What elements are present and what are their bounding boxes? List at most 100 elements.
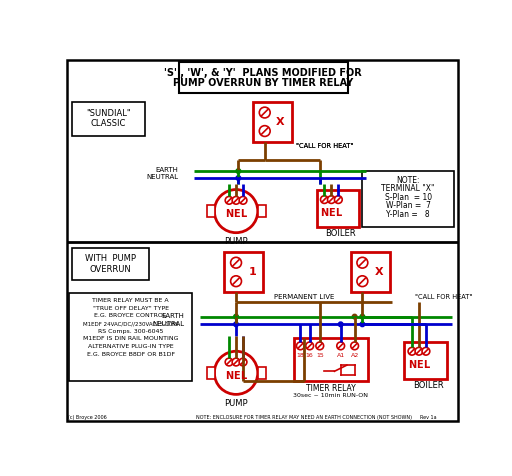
Circle shape [233,314,239,319]
Text: X: X [276,117,285,127]
Bar [294,338,368,380]
Circle shape [236,176,241,180]
Circle shape [233,322,239,327]
Bar [179,62,348,92]
Text: NEUTRAL: NEUTRAL [146,174,179,180]
Bar [351,252,390,292]
Text: PERMANENT LIVE: PERMANENT LIVE [274,294,334,299]
Circle shape [351,342,358,350]
Text: "CALL FOR HEAT": "CALL FOR HEAT" [415,294,473,299]
Text: EARTH: EARTH [161,313,184,319]
Text: BOILER: BOILER [413,381,443,390]
Text: N: N [408,360,416,370]
Text: NOTE: ENCLOSURE FOR TIMER RELAY MAY NEED AN EARTH CONNECTION (NOT SHOWN): NOTE: ENCLOSURE FOR TIMER RELAY MAY NEED… [196,415,412,420]
Circle shape [215,189,258,233]
Bar [258,367,266,379]
Circle shape [239,358,247,366]
Text: W-Plan =  7: W-Plan = 7 [386,201,431,210]
Bar [404,342,447,379]
Circle shape [225,197,233,204]
Circle shape [338,322,343,327]
Circle shape [422,347,430,355]
Bar [70,293,192,381]
Text: E.G. BROYCE CONTROL: E.G. BROYCE CONTROL [94,313,167,318]
Text: RS Comps. 300-6045: RS Comps. 300-6045 [98,329,163,334]
Bar [362,171,454,227]
Circle shape [230,276,242,287]
Text: TIMER RELAY MUST BE A: TIMER RELAY MUST BE A [92,298,169,303]
Circle shape [415,347,423,355]
Bar [224,252,263,292]
Circle shape [360,314,365,319]
Text: 15: 15 [316,353,324,357]
Text: 'S' , 'W', & 'Y'  PLANS MODIFIED FOR: 'S' , 'W', & 'Y' PLANS MODIFIED FOR [164,68,362,78]
Text: E.G. BROYCE B8DF OR B1DF: E.G. BROYCE B8DF OR B1DF [87,352,175,357]
Bar [72,102,145,137]
Circle shape [334,196,342,203]
Text: L: L [335,208,342,218]
Text: "CALL FOR HEAT": "CALL FOR HEAT" [296,143,354,149]
Text: OVERRUN: OVERRUN [90,265,132,274]
Text: E: E [233,371,240,381]
Text: 30sec ~ 10min RUN-ON: 30sec ~ 10min RUN-ON [293,394,368,398]
Text: TIMER RELAY: TIMER RELAY [306,384,355,393]
Bar [72,248,150,280]
Text: 16: 16 [306,353,313,357]
Circle shape [321,196,328,203]
Text: WITH  PUMP: WITH PUMP [85,254,136,263]
Text: "TRUE OFF DELAY" TYPE: "TRUE OFF DELAY" TYPE [93,306,168,311]
Text: E: E [416,360,422,370]
Circle shape [337,342,345,350]
Text: L: L [240,371,246,381]
Text: N: N [225,371,233,381]
Text: CLASSIC: CLASSIC [91,119,126,128]
Text: PUMP OVERRUN BY TIMER RELAY: PUMP OVERRUN BY TIMER RELAY [173,78,353,89]
Text: X: X [374,267,383,277]
Text: "SUNDIAL": "SUNDIAL" [86,109,131,118]
Text: "CALL FOR HEAT": "CALL FOR HEAT" [296,143,354,149]
Text: E: E [328,208,335,218]
Text: Y-Plan =   8: Y-Plan = 8 [386,210,430,218]
Text: L: L [423,360,429,370]
Text: L: L [240,209,246,219]
Circle shape [230,258,242,268]
Text: PUMP: PUMP [224,399,248,408]
Circle shape [316,342,324,350]
Text: M1EDF IS DIN RAIL MOUNTING: M1EDF IS DIN RAIL MOUNTING [83,337,178,341]
Text: EARTH: EARTH [156,167,179,173]
Text: Rev 1a: Rev 1a [420,415,437,420]
Text: 1: 1 [248,267,256,277]
Circle shape [306,342,313,350]
Text: NEUTRAL: NEUTRAL [152,320,184,327]
Circle shape [215,351,258,395]
Text: M1EDF 24VAC/DC//230VAC .5-10MI: M1EDF 24VAC/DC//230VAC .5-10MI [83,321,178,326]
Text: N: N [321,208,329,218]
Circle shape [259,107,270,118]
Text: (c) Broyce 2006: (c) Broyce 2006 [68,415,106,420]
Circle shape [232,358,240,366]
Circle shape [328,196,335,203]
Circle shape [239,197,247,204]
Text: A1: A1 [336,353,345,357]
Bar [253,102,292,142]
Bar [207,205,215,217]
Circle shape [232,197,240,204]
Text: TERMINAL "X": TERMINAL "X" [381,184,435,193]
Bar [316,190,359,227]
Text: A2: A2 [351,353,359,357]
Circle shape [236,169,241,173]
Text: ALTERNATIVE PLUG-IN TYPE: ALTERNATIVE PLUG-IN TYPE [88,344,174,349]
Circle shape [357,258,368,268]
Text: N: N [225,209,233,219]
Text: S-Plan  = 10: S-Plan = 10 [385,193,432,202]
Text: BOILER: BOILER [325,229,356,238]
Circle shape [408,347,416,355]
Bar [207,367,215,379]
Bar [258,205,266,217]
Text: NOTE:: NOTE: [396,176,420,185]
Text: 18: 18 [296,353,304,357]
Circle shape [360,322,365,327]
Circle shape [352,314,357,319]
Text: E: E [233,209,240,219]
Circle shape [296,342,304,350]
